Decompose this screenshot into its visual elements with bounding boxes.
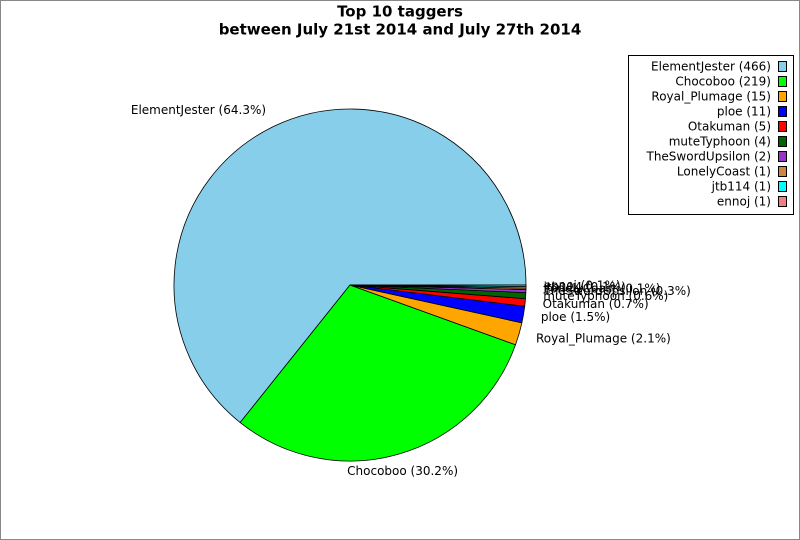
chart-subtitle: between July 21st 2014 and July 27th 201… [219,21,582,39]
legend-swatch [778,121,787,132]
pie-slice [349,284,527,287]
legend-swatch [778,166,787,177]
legend-label: TheSwordUpsilon (2) [645,150,771,164]
slice-label: LonelyCoast (0.1%) [544,282,661,296]
legend-swatch [778,196,787,207]
legend-label: LonelyCoast (1) [677,165,771,179]
slice-label: Otakuman (0.7%) [543,297,649,311]
chart-title: Top 10 taggers [337,3,463,21]
legend-label: Chocoboo (219) [675,75,771,89]
legend-label: muteTyphoon (4) [669,135,771,149]
legend-swatch [778,151,787,162]
slice-label: Royal_Plumage (2.1%) [536,331,671,345]
legend-label: Otakuman (5) [688,120,771,134]
legend-box [628,55,794,215]
legend-label: Royal_Plumage (15) [651,90,771,104]
legend-swatch [778,91,787,102]
slice-label: Chocoboo (30.2%) [347,464,458,478]
legend-label: ElementJester (466) [651,60,771,74]
legend-swatch [778,181,787,192]
slice-label: ploe (1.5%) [541,310,610,324]
slice-label: ennoj (0.1%) [544,278,621,292]
pie-slice [239,284,517,462]
slice-label: jtb114 (0.1%) [543,280,626,294]
slice-label: ElementJester (64.3%) [131,103,266,117]
legend-label: ennoj (1) [717,195,771,209]
legend-swatch [778,76,787,87]
legend-swatch [778,106,787,117]
legend-label: jtb114 (1) [711,180,771,194]
legend-label: ploe (11) [717,105,771,119]
legend-swatch [778,61,787,72]
pie-slice [173,108,527,424]
slice-label: muteTyphoon (0.6%) [543,289,668,303]
legend-swatch [778,136,787,147]
slice-label: TheSwordUpsilon (0.3%) [542,284,690,298]
